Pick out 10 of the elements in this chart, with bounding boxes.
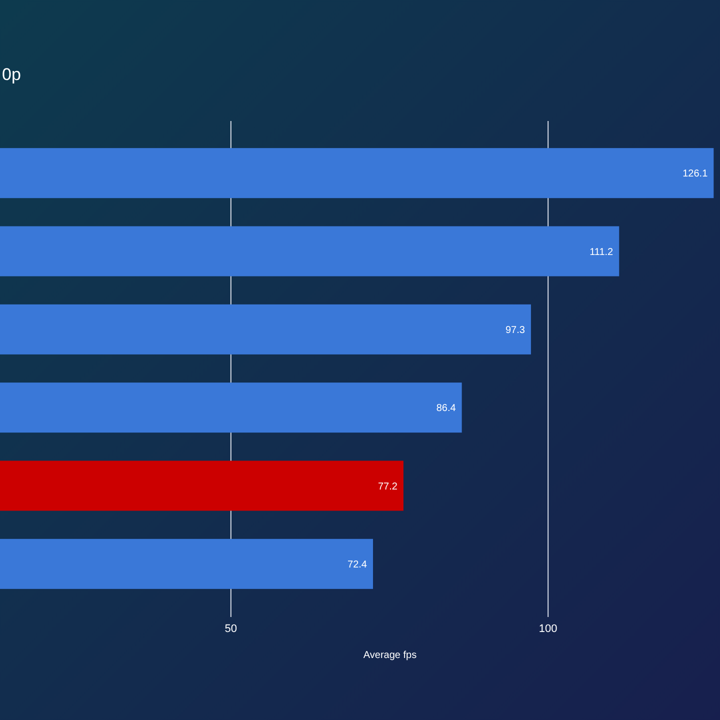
data-label: 86.4: [436, 403, 456, 414]
x-tick-label: 50: [224, 623, 238, 635]
data-label: 77.2: [378, 481, 398, 492]
data-label: 111.2: [590, 246, 614, 258]
data-label: 72.4: [348, 559, 368, 570]
chart-title: 0p: [2, 65, 21, 84]
data-label: 97.3: [505, 324, 526, 336]
x-axis-title: Average fps: [363, 650, 417, 661]
x-tick-label: 100: [538, 623, 558, 635]
data-label: 126.1: [682, 168, 708, 180]
